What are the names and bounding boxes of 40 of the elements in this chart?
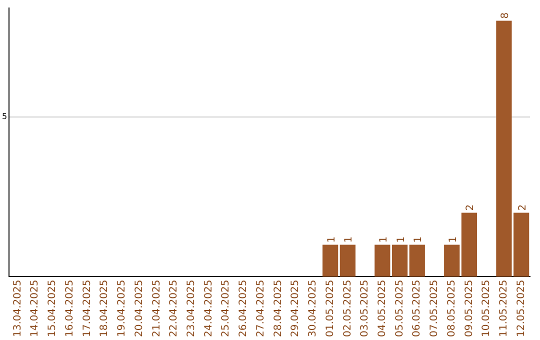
x-tick-label: 18.04.2025 [99, 280, 110, 338]
x-tick-label: 07.05.2025 [429, 280, 440, 338]
x-tick-label: 12.05.2025 [516, 280, 527, 338]
x-tick-label: 01.05.2025 [324, 280, 336, 338]
data-label: 1 [326, 236, 338, 243]
x-tick-label: 29.04.2025 [290, 280, 302, 338]
data-label: 1 [396, 236, 407, 243]
x-tick-label: 13.04.2025 [12, 280, 24, 338]
x-tick-label: 10.05.2025 [481, 280, 492, 338]
x-tick-label: 21.04.2025 [151, 280, 162, 338]
data-label: 8 [500, 12, 511, 19]
x-tick-label: 02.05.2025 [342, 280, 354, 338]
x-tick-label: 23.04.2025 [186, 280, 197, 338]
x-tick-label: 17.04.2025 [82, 280, 93, 338]
x-tick-label: 05.05.2025 [394, 280, 406, 338]
data-label: 2 [517, 204, 528, 211]
x-tick-label: 26.04.2025 [238, 280, 250, 338]
data-label: 1 [448, 236, 459, 243]
x-tick-label: 28.04.2025 [272, 280, 284, 338]
x-tick-label: 06.05.2025 [412, 280, 423, 338]
x-tick-label: 04.05.2025 [377, 280, 388, 338]
x-tick-label: 14.04.2025 [30, 280, 41, 338]
x-tick-label: 11.05.2025 [498, 280, 510, 338]
y-tick-label: 5 [2, 112, 8, 121]
x-tick-label: 27.04.2025 [255, 280, 266, 338]
x-tick-label: 20.04.2025 [134, 280, 145, 338]
x-tick-label: 22.04.2025 [168, 280, 180, 338]
data-label: 1 [344, 236, 355, 243]
x-tick-label: 09.05.2025 [464, 280, 475, 338]
x-tick-label: 03.05.2025 [360, 280, 371, 338]
x-tick-label: 19.04.2025 [116, 280, 128, 338]
x-tick-label: 16.04.2025 [64, 280, 76, 338]
data-label: 1 [378, 236, 390, 243]
x-tick-label: 15.04.2025 [47, 280, 58, 338]
x-tick-label: 25.04.2025 [220, 280, 232, 338]
data-label: 1 [413, 236, 424, 243]
x-tick-label: 08.05.2025 [446, 280, 458, 338]
data-label: 2 [465, 204, 476, 211]
x-tick-label: 24.04.2025 [203, 280, 214, 338]
x-tick-label: 30.04.2025 [308, 280, 319, 338]
